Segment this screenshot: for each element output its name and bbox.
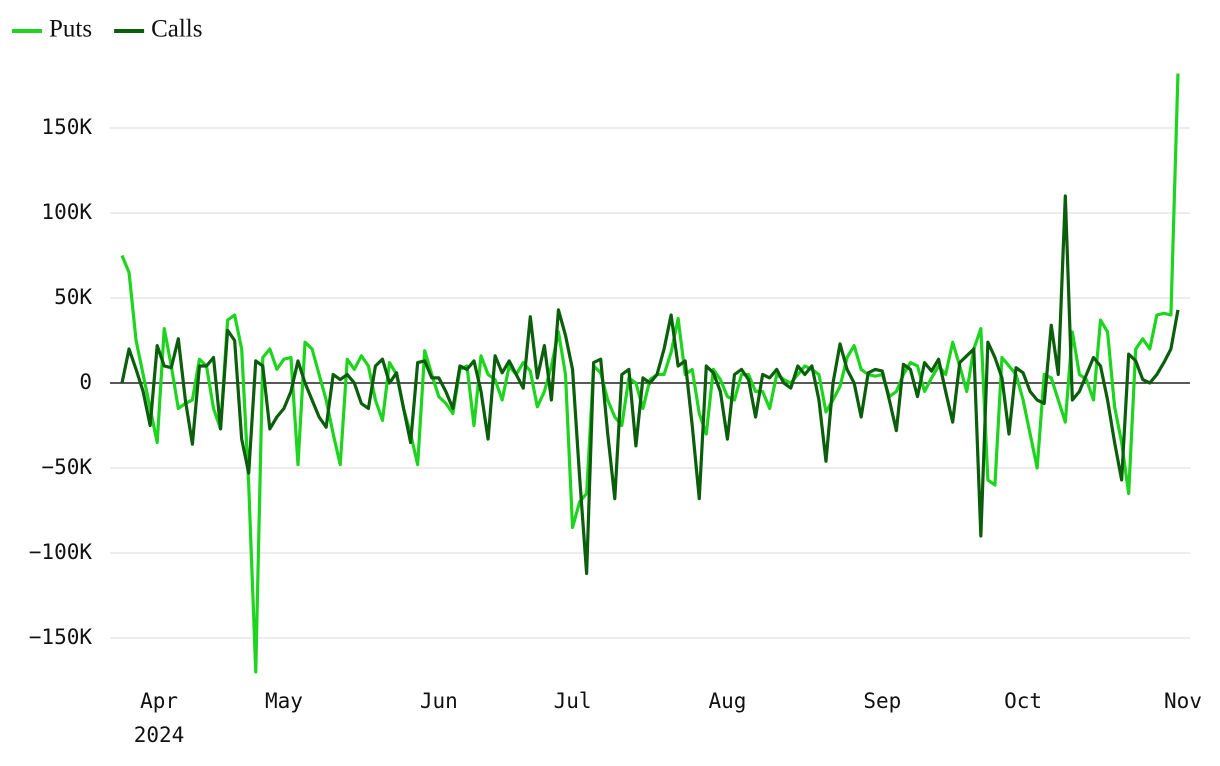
x-tick-label: Apr 2024 [133,689,185,747]
x-tick-label: Jun [419,689,458,713]
y-tick-label: 150K [41,115,92,139]
series-line [120,73,1180,674]
x-tick-label: Aug [708,689,747,713]
series-line [120,194,1180,576]
x-tick-label: Jul [553,689,592,713]
legend-label: Calls [151,16,202,43]
y-tick-label: −50K [41,455,92,479]
y-tick-label: 100K [41,200,92,224]
y-tick-label: 0 [79,370,92,394]
x-tick-label: Oct [1004,689,1043,713]
y-tick-label: −150K [29,625,93,649]
legend-label: Puts [49,16,92,43]
x-tick-label: May [264,689,303,713]
y-tick-label: 50K [54,285,92,309]
x-tick-label: Sep [863,689,902,713]
x-tick-label: Nov [1164,689,1202,713]
y-tick-label: −100K [29,540,93,564]
